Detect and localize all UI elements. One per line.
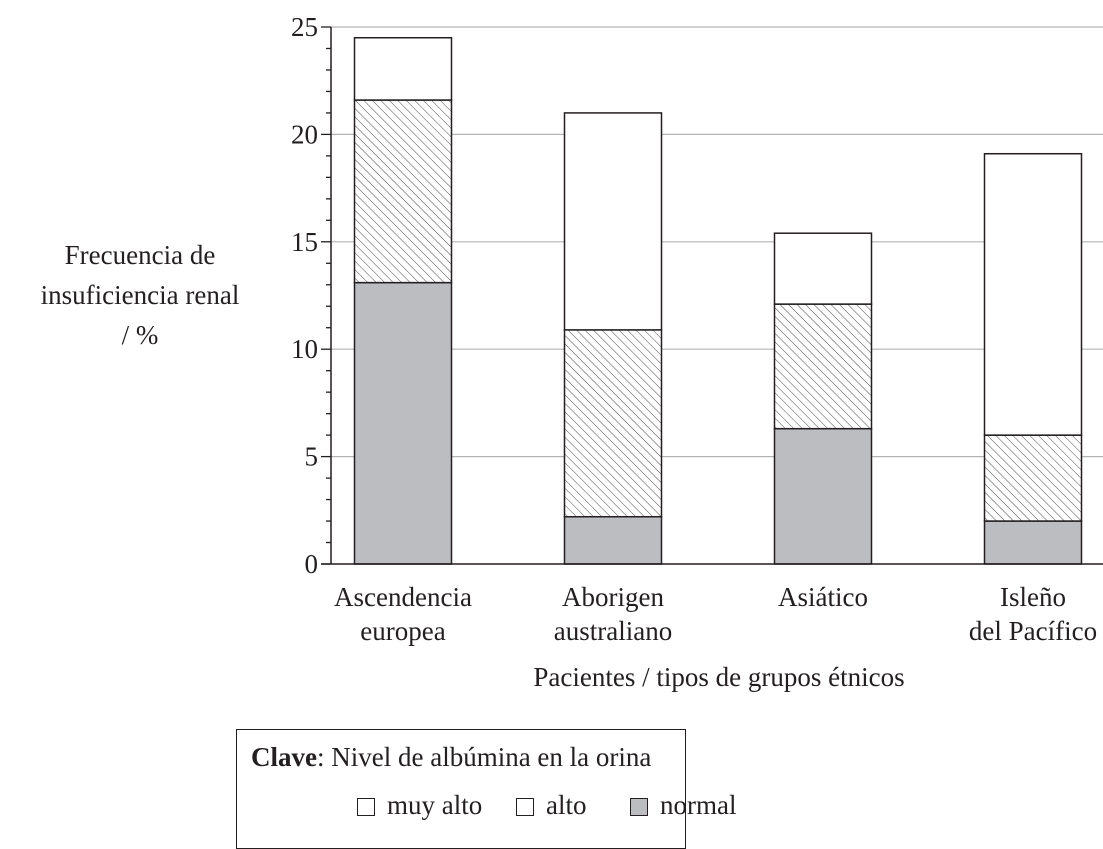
gridlines [331, 26, 1103, 458]
bar-1-alto [563, 329, 663, 518]
bar-0-muy-alto [353, 36, 453, 101]
y-tick-label-25: 25 [291, 12, 318, 42]
y-axis-title-line-2: insuficiencia renal [40, 280, 240, 310]
bar-2-muy-alto [773, 232, 873, 305]
x-axis-title: Pacientes / tipos de grupos étnicos [533, 662, 905, 692]
bar-0-alto [353, 99, 453, 284]
legend-title-key: Clave [251, 742, 317, 772]
legend-label-muy-alto: muy alto [387, 790, 483, 820]
bar-3-muy-alto [983, 152, 1083, 436]
bar-2-normal [773, 427, 873, 565]
bar-3-alto [983, 434, 1083, 522]
x-category-label-2: Asiático [778, 582, 868, 612]
legend-label-normal: normal [660, 790, 737, 820]
legend-item-alto: alto [516, 790, 587, 821]
bar-3-normal [983, 520, 1083, 565]
legend-swatch-normal [630, 798, 648, 816]
y-axis [321, 26, 1103, 565]
y-tick-label-20: 20 [291, 119, 318, 149]
legend-title-text: : Nivel de albúmina en la orina [316, 742, 652, 772]
y-axis-title-line-3: / % [121, 320, 159, 350]
y-axis-title-line-1: Frecuencia de [64, 240, 216, 270]
bar-1-normal [563, 515, 663, 565]
y-tick-label-10: 10 [291, 334, 318, 364]
y-tick-labels: 0 5 10 15 20 25 [291, 12, 318, 579]
bar-2-alto [773, 303, 873, 430]
legend-title: Clave: Nivel de albúmina en la orina [251, 742, 651, 773]
legend-label-alto: alto [546, 790, 587, 820]
bar-1-muy-alto [563, 112, 663, 331]
bar-0-normal [353, 281, 453, 565]
x-category-label-1: Aborigen australiano [553, 582, 673, 646]
legend-swatch-muy-alto [357, 798, 375, 816]
y-tick-label-0: 0 [305, 549, 319, 579]
x-category-label-3: Isleño del Pacífico [968, 582, 1098, 646]
bars [353, 36, 1083, 565]
legend: Clave: Nivel de albúmina en la orina muy… [236, 729, 736, 849]
legend-item-normal: normal [630, 790, 736, 821]
y-tick-label-5: 5 [305, 442, 319, 472]
legend-swatch-alto [516, 798, 534, 816]
y-tick-label-15: 15 [291, 227, 318, 257]
x-category-label-0: Ascendencia europea [334, 582, 472, 646]
legend-item-muy-alto: muy alto [357, 790, 482, 821]
